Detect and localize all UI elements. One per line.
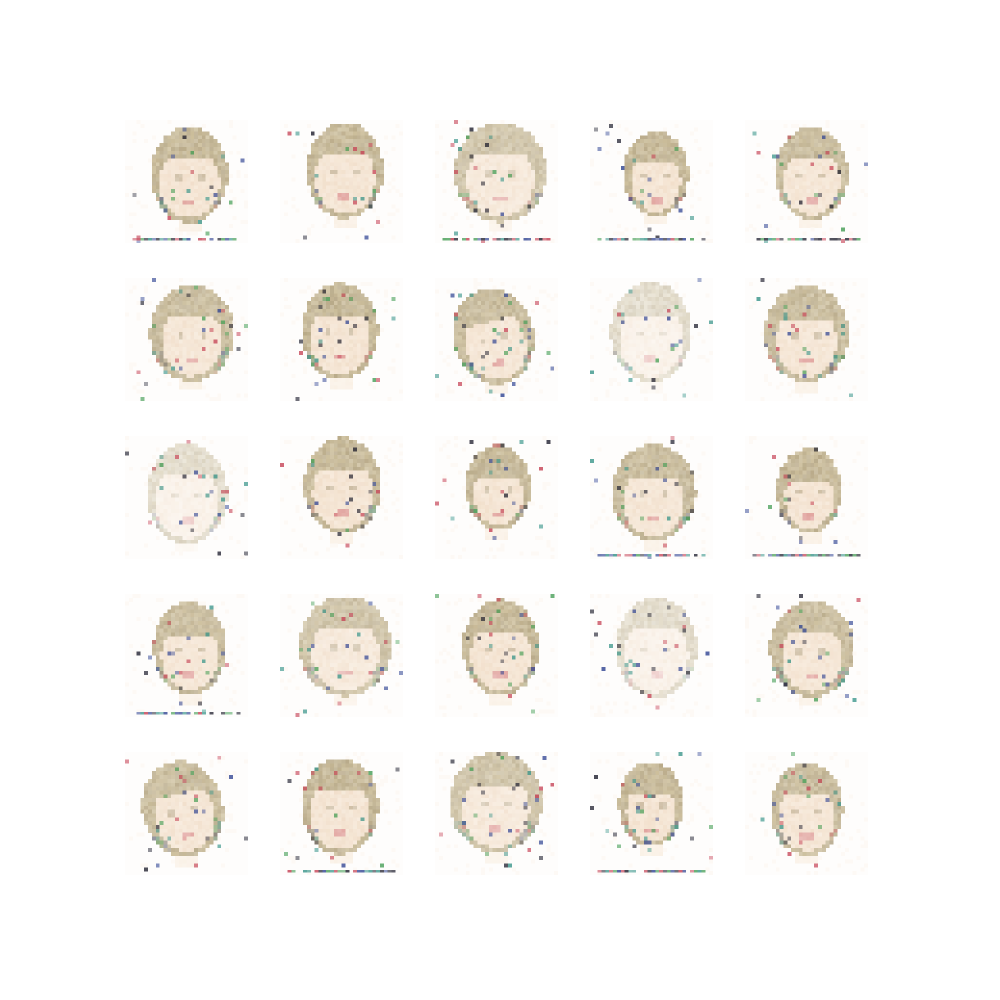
face-sample-image (280, 436, 403, 559)
sample-tile (280, 278, 403, 401)
sample-tile (745, 436, 868, 559)
face-sample-image (125, 436, 248, 559)
sample-tile (280, 594, 403, 717)
sample-tile (125, 120, 248, 243)
face-sample-image (125, 120, 248, 243)
face-sample-image (745, 752, 868, 875)
sample-tile (280, 436, 403, 559)
face-sample-image (280, 278, 403, 401)
sample-tile (125, 436, 248, 559)
face-sample-image (745, 120, 868, 243)
sample-tile (125, 752, 248, 875)
sample-tile (435, 120, 558, 243)
face-sample-image (435, 594, 558, 717)
sample-grid (125, 120, 900, 895)
sample-tile (435, 278, 558, 401)
sample-tile (590, 594, 713, 717)
sample-tile (745, 278, 868, 401)
sample-tile (590, 436, 713, 559)
face-sample-image (435, 436, 558, 559)
sample-tile (435, 594, 558, 717)
sample-tile (435, 436, 558, 559)
face-sample-image (745, 594, 868, 717)
sample-tile (590, 120, 713, 243)
sample-tile (435, 752, 558, 875)
face-sample-image (125, 752, 248, 872)
face-sample-image (125, 594, 245, 717)
sample-tile (280, 120, 403, 243)
sample-tile (125, 594, 248, 717)
sample-tile (590, 278, 713, 401)
face-sample-image (590, 752, 713, 875)
face-sample-image (280, 752, 403, 875)
face-sample-image (435, 752, 558, 875)
face-sample-image (435, 120, 558, 243)
face-sample-image (125, 278, 248, 401)
face-sample-image (748, 278, 865, 401)
face-sample-image (590, 120, 713, 243)
sample-tile (745, 594, 868, 717)
sample-tile (745, 120, 868, 243)
sample-tile (125, 278, 248, 401)
face-sample-image (590, 278, 713, 401)
face-sample-image (590, 594, 713, 717)
sample-tile (745, 752, 868, 875)
face-sample-image (280, 594, 403, 717)
sample-tile (590, 752, 713, 875)
face-sample-image (435, 278, 558, 401)
face-sample-image (283, 123, 403, 243)
face-sample-image (590, 436, 710, 559)
sample-tile (280, 752, 403, 875)
face-sample-image (745, 436, 868, 559)
